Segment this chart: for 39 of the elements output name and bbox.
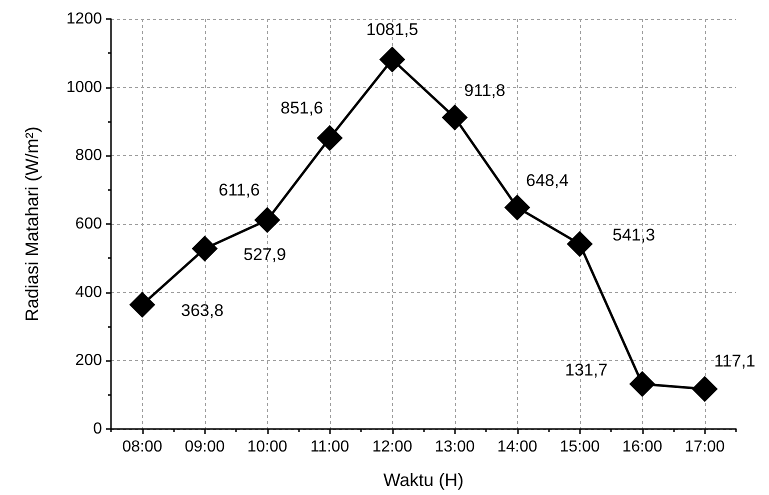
y-tick-label: 600 — [75, 216, 102, 232]
point — [629, 371, 656, 398]
x-tick-label: 10:00 — [247, 438, 288, 456]
data-label: 648,4 — [526, 170, 569, 190]
x-tick-label: 14:00 — [497, 438, 538, 456]
x-tick-label: 09:00 — [184, 438, 225, 456]
x-tick-label: 16:00 — [622, 438, 662, 456]
y-tick-label: 200 — [75, 352, 102, 370]
y-tick-label: 1200 — [66, 10, 102, 28]
data-label: 851,6 — [280, 98, 324, 118]
y-tick-label: 0 — [93, 420, 102, 438]
data-label: 611,6 — [218, 180, 260, 200]
point — [316, 125, 343, 152]
point — [254, 207, 280, 234]
x-tick-label: 17:00 — [684, 438, 725, 456]
x-tick-label: 11:00 — [310, 438, 350, 456]
y-tick-label: 400 — [75, 284, 102, 301]
data-label: 131,7 — [564, 360, 608, 380]
point — [129, 292, 156, 318]
point — [442, 104, 468, 130]
x-tick-label: 13:00 — [434, 438, 475, 456]
point — [566, 231, 593, 258]
y-tick-label: 1000 — [66, 78, 102, 96]
x-axis-title: Waktu (H) — [383, 470, 464, 490]
x-tick-label: 15:00 — [560, 438, 600, 456]
y-axis-title: Radiasi Matahari (W/m²) — [22, 126, 42, 322]
data-label: 911,8 — [464, 80, 506, 100]
data-label: 527,9 — [243, 245, 286, 264]
data-label: 1081,5 — [366, 20, 418, 39]
data-label: 541,3 — [612, 226, 656, 245]
x-tick-label: 12:00 — [372, 438, 412, 456]
y-tick-label: 800 — [75, 147, 102, 164]
data-label: 363,8 — [180, 301, 224, 320]
point — [692, 376, 718, 402]
point — [192, 236, 218, 262]
x-tick-label: 08:00 — [122, 438, 162, 456]
point — [379, 46, 406, 72]
data-label: 117,1 — [714, 351, 756, 370]
point — [504, 194, 530, 220]
